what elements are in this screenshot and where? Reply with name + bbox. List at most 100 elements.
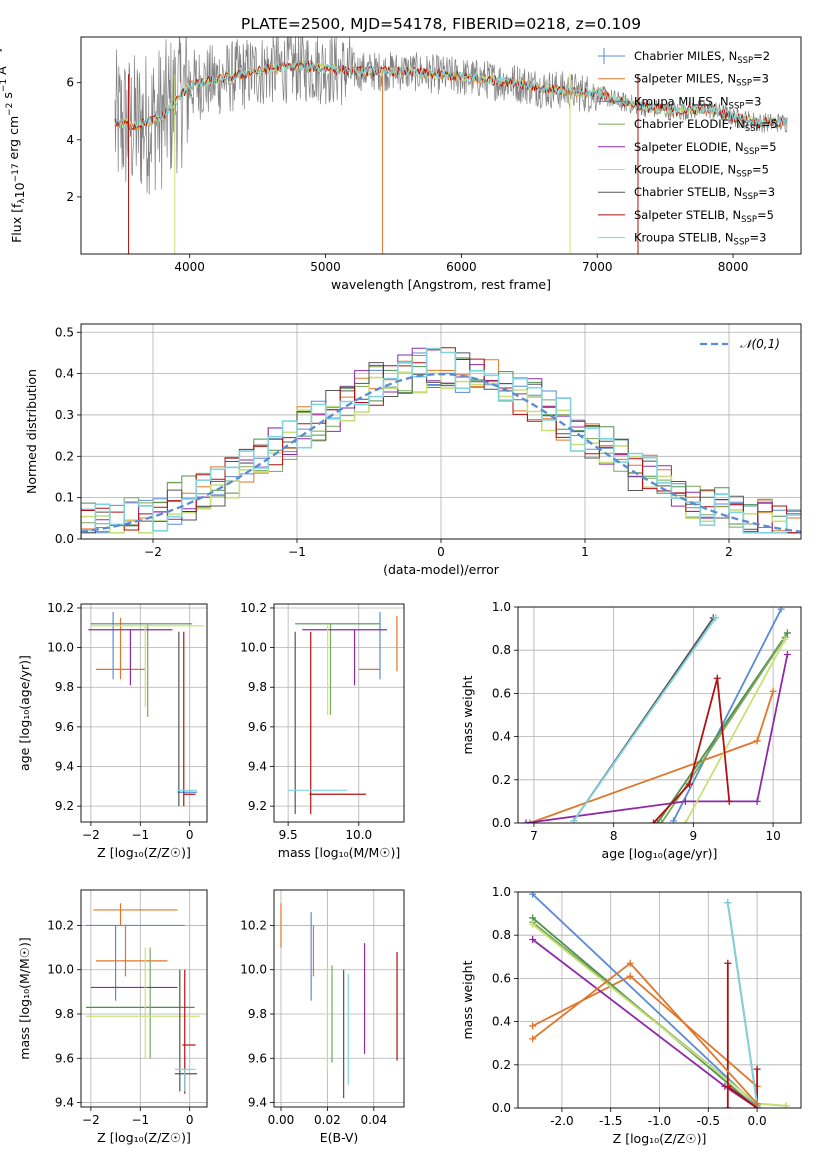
y-tick-label: 2	[66, 190, 74, 204]
legend-count: =2	[753, 49, 770, 63]
x-tick-label: −1	[288, 545, 306, 559]
y-tick-label: 9.4	[248, 760, 267, 774]
weight-marker-salp_miles	[529, 1022, 537, 1030]
x-tick-label: 8000	[718, 260, 749, 274]
x-tick-label: 0.00	[268, 1113, 295, 1127]
weight-marker-krou_elodie	[681, 819, 689, 823]
weight-marker-salp_stelib	[753, 1065, 761, 1073]
x-tick-label: 1	[581, 545, 589, 559]
x-tick-label: −2	[144, 545, 162, 559]
y-tick-label: 1.0	[492, 885, 511, 899]
spectrum-panel: 4000 5000 6000 7000 8000 2 4 6 wavelength [Angst…	[0, 36, 802, 292]
weight-marker-salp_elodie	[681, 797, 689, 805]
y-tick-label: 6	[66, 76, 74, 90]
weight-line-salp_miles	[532, 962, 758, 1105]
y-tick-label: 0.4	[55, 367, 74, 381]
x-tick-label: 10	[765, 829, 780, 843]
y-axis-label: mass [log₁₀(M/M☉)]	[17, 937, 32, 1059]
plot-area	[522, 607, 791, 823]
legend-label-chab_miles: Chabrier MILES, NSSP=2	[634, 49, 770, 66]
axes-frame	[517, 606, 802, 824]
y-tick-label: 9.2	[248, 799, 267, 813]
plot-area	[288, 611, 398, 815]
legend-subscript: SSP	[741, 215, 757, 225]
weight-marker-chab_elodie	[657, 819, 665, 823]
y-tick-label: 1.0	[492, 600, 511, 614]
y-tick-label: 0.4	[492, 1015, 511, 1029]
weight-line-chab_miles	[672, 608, 782, 822]
gaussian-curve	[81, 372, 801, 533]
legend-subscript: SSP	[736, 79, 752, 89]
x-tick-label: 0	[186, 828, 194, 842]
y-tick-label: 9.4	[248, 1096, 267, 1110]
legend-label-salp_stelib: Salpeter STELIB, NSSP=5	[634, 208, 774, 225]
y-axis-label-part: ]	[0, 48, 3, 53]
x-axis-label: Z [log₁₀(Z/Z☉)]	[97, 845, 191, 860]
y-tick-label: 9.6	[248, 720, 267, 734]
y-axis-label-part: erg cm	[6, 116, 21, 164]
plot-area	[81, 347, 801, 539]
plot-area	[85, 903, 200, 1094]
y-tick-label: 0.3	[55, 408, 74, 422]
weight-marker-salp_stelib	[725, 797, 733, 805]
y-tick-label: 10.0	[240, 963, 267, 977]
y-tick-label: 10.2	[240, 918, 267, 932]
weight-marker-chab_miles	[777, 607, 785, 613]
weight-marker-krou_elodie	[529, 920, 537, 928]
x-axis-label: Z [log₁₀(Z/Z☉)]	[613, 1131, 707, 1146]
axes-frame	[80, 323, 802, 540]
legend-label-krou_stelib: Kroupa STELIB, NSSP=3	[634, 231, 766, 248]
y-axis-label-part: −17	[11, 163, 21, 182]
x-tick-label: −2	[82, 1113, 100, 1127]
x-tick-label: −1	[131, 828, 149, 842]
legend-subscript: SSP	[736, 170, 752, 180]
y-tick-label: 0.0	[492, 816, 511, 830]
weight-marker-krou_miles	[783, 629, 791, 637]
x-tick-label: 9.5	[279, 828, 298, 842]
y-tick-label: 0.8	[492, 928, 511, 942]
x-tick-label: 8	[610, 829, 618, 843]
x-tick-label: 4000	[174, 260, 205, 274]
x-tick-label: 0.02	[314, 1113, 341, 1127]
plot-area	[114, 37, 788, 254]
y-axis-label-part: −1	[0, 53, 3, 66]
weight-marker-krou_stelib	[712, 614, 720, 622]
weight-marker-salp_miles	[769, 687, 777, 695]
y-tick-label: 10.0	[47, 641, 74, 655]
axes-frame	[80, 36, 802, 255]
y-tick-label: 9.6	[55, 1051, 74, 1065]
weight-line-krou_stelib	[573, 617, 717, 822]
weight-marker-salp_stelib	[685, 780, 693, 788]
weight-vs-metallicity-panel: -2.0 -1.5 -1.0 -0.5 0.0 0.0 0.2 0.4 0.6 0.8 1.0 Z […	[460, 885, 802, 1146]
legend-count: =3	[744, 94, 761, 108]
weight-line-chab_miles	[531, 893, 758, 1107]
legend-count: =3	[752, 72, 769, 86]
axes-frame	[80, 603, 208, 823]
weight-marker-salp_stelib	[724, 1104, 732, 1108]
x-tick-label: 0	[186, 1113, 194, 1127]
y-tick-label: 9.6	[248, 1051, 267, 1065]
x-axis-label: Z [log₁₀(Z/Z☉)]	[97, 1130, 191, 1145]
weight-marker-salp_miles	[753, 737, 761, 745]
y-axis-label-part: λ	[17, 198, 27, 204]
weight-marker-krou_elodie	[781, 635, 789, 643]
legend-label-chab_stelib: Chabrier STELIB, NSSP=3	[634, 185, 775, 202]
y-tick-label: 9.8	[55, 680, 74, 694]
axes-frame	[517, 891, 802, 1109]
x-axis-label: age [log₁₀(age/yr)]	[602, 846, 718, 861]
weight-marker-salp_stelib	[713, 674, 721, 682]
weight-marker-salp_miles	[626, 972, 634, 980]
y-tick-label: 0.6	[492, 971, 511, 985]
weight-marker-salp_miles	[626, 959, 634, 967]
y-tick-label: 0.2	[492, 773, 511, 787]
y-tick-label: 4	[66, 133, 74, 147]
x-tick-label: 5000	[310, 260, 341, 274]
x-tick-label: 0.0	[748, 1114, 767, 1128]
legend-subscript: SSP	[742, 192, 758, 202]
y-tick-label: 9.8	[248, 1007, 267, 1021]
legend-count: =5	[761, 117, 778, 131]
y-axis-label: Flux [fλ10−17 erg cm−2 s−1 A−1]	[0, 48, 27, 243]
y-tick-label: 0.0	[492, 1101, 511, 1115]
legend-count: =3	[758, 185, 775, 199]
